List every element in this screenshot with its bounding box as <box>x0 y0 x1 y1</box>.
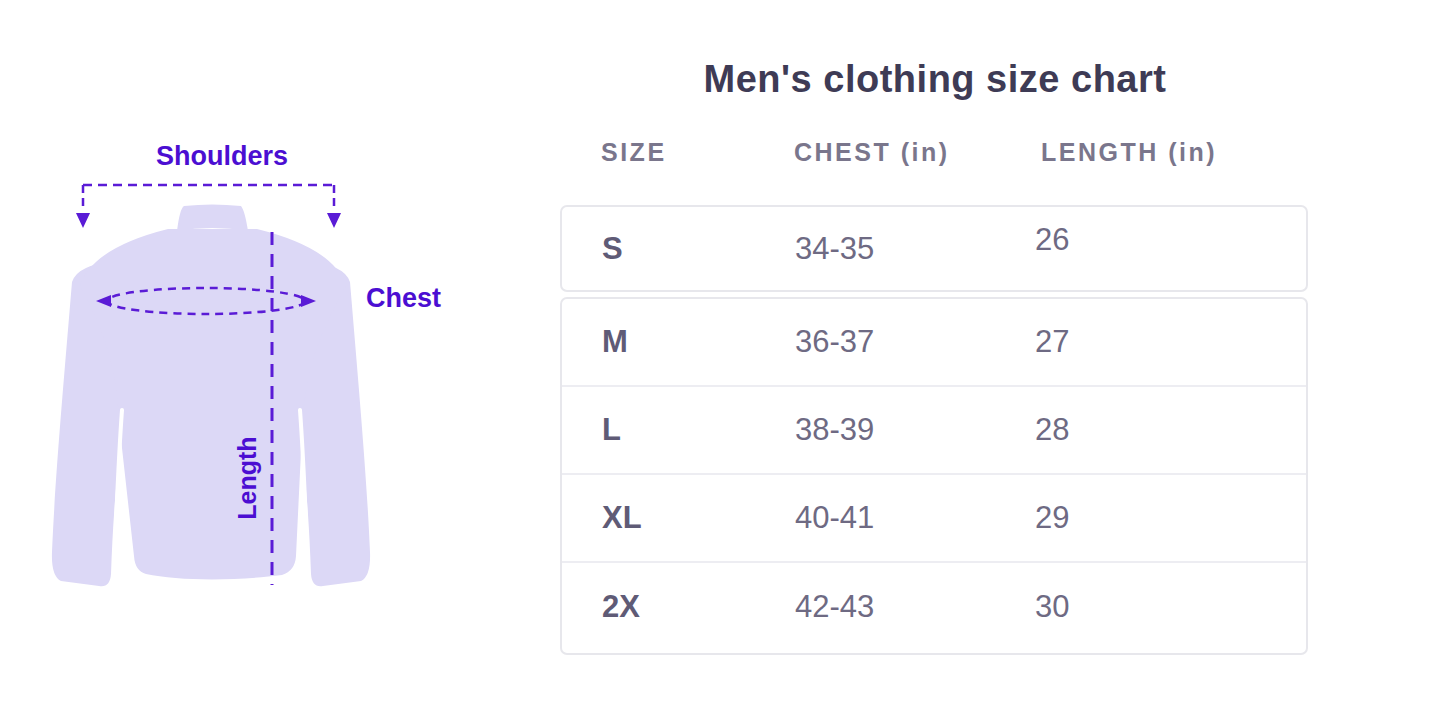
length-cell: 30 <box>1035 589 1069 625</box>
arrow-down-icon <box>327 213 341 228</box>
length-label: Length <box>233 419 261 537</box>
size-cell: L <box>602 412 621 448</box>
size-cell: S <box>602 231 623 267</box>
size-chart-infographic: Shoulders Chest Length Men's clothing si… <box>0 0 1445 725</box>
length-cell: 26 <box>1035 222 1069 258</box>
chest-cell: 38-39 <box>795 412 874 448</box>
table-row: 2X 42-43 30 <box>562 563 1306 651</box>
chest-cell: 40-41 <box>795 500 874 536</box>
shoulders-label: Shoulders <box>150 141 294 172</box>
length-cell: 28 <box>1035 412 1069 448</box>
chest-cell: 36-37 <box>795 324 874 360</box>
column-header-chest: CHEST (in) <box>794 138 950 167</box>
table-row: S 34-35 26 <box>560 205 1308 292</box>
table-row: XL 40-41 29 <box>562 475 1306 563</box>
column-header-length: LENGTH (in) <box>1041 138 1217 167</box>
size-cell: M <box>602 324 628 360</box>
chest-cell: 34-35 <box>795 231 874 267</box>
chest-label: Chest <box>366 283 441 314</box>
column-header-size: SIZE <box>601 138 667 167</box>
arrow-down-icon <box>76 213 90 228</box>
table-row: L 38-39 28 <box>562 387 1306 475</box>
shirt-diagram <box>0 0 470 725</box>
table-row-group: M 36-37 27 L 38-39 28 XL 40-41 29 2X 42-… <box>560 297 1308 655</box>
length-cell: 29 <box>1035 500 1069 536</box>
chest-cell: 42-43 <box>795 589 874 625</box>
page-title: Men's clothing size chart <box>560 58 1310 101</box>
shirt-collar <box>177 205 248 232</box>
length-cell: 27 <box>1035 324 1069 360</box>
shirt-silhouette <box>52 205 370 587</box>
table-row: M 36-37 27 <box>562 299 1306 387</box>
size-cell: 2X <box>602 589 640 625</box>
size-cell: XL <box>602 500 642 536</box>
row-cells: S 34-35 26 <box>562 207 1306 290</box>
